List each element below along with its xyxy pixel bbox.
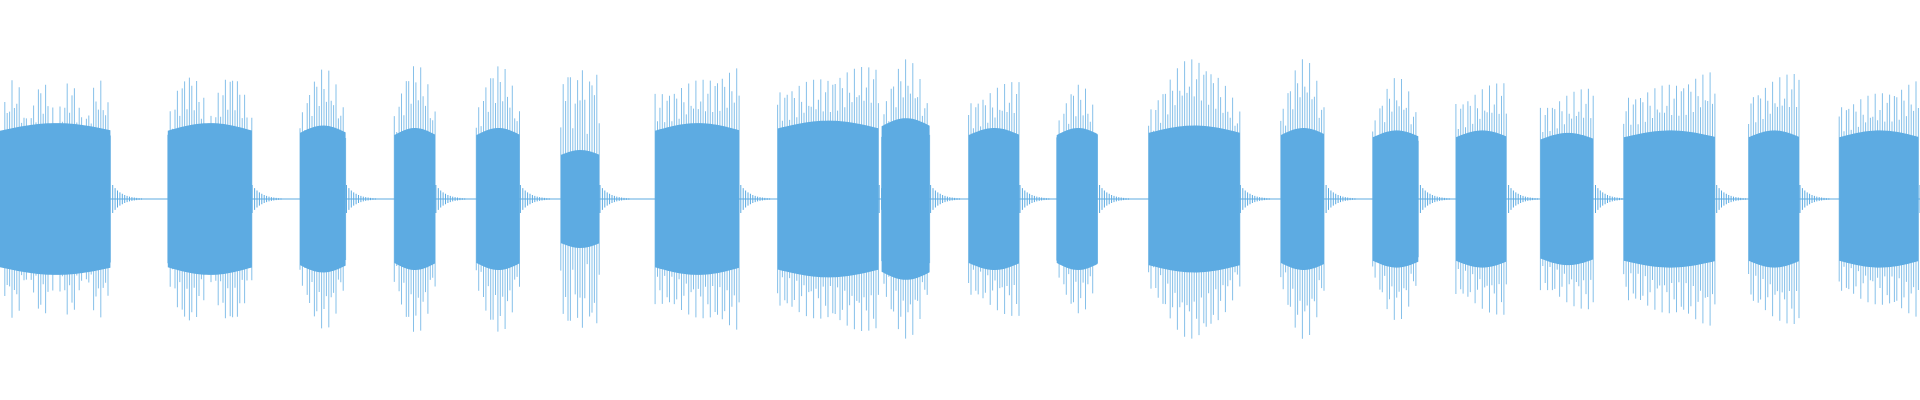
wave-core bbox=[1748, 130, 1799, 268]
wave-core bbox=[1540, 132, 1594, 266]
wave-tail bbox=[599, 185, 637, 213]
wave-tail bbox=[346, 185, 383, 213]
wave-core bbox=[1148, 125, 1240, 273]
wave-tail bbox=[1239, 185, 1277, 213]
wave-tail bbox=[1799, 185, 1837, 213]
wave-core bbox=[1623, 130, 1715, 268]
wave-core bbox=[1839, 130, 1919, 268]
wave-tail bbox=[112, 185, 150, 213]
wave-tail bbox=[1325, 185, 1363, 213]
wave-core bbox=[0, 123, 111, 275]
wave-core bbox=[1280, 128, 1324, 270]
wave-core bbox=[655, 123, 740, 275]
wave-tail bbox=[519, 185, 557, 213]
wave-core bbox=[394, 128, 436, 270]
wave-core bbox=[167, 123, 252, 275]
wave-tail bbox=[435, 185, 473, 213]
wave-tail bbox=[1419, 185, 1457, 213]
wave-core bbox=[777, 120, 879, 278]
wave-core bbox=[560, 150, 600, 248]
wave-tail bbox=[740, 185, 778, 213]
wave-core bbox=[1455, 130, 1507, 268]
wave-core bbox=[1372, 130, 1419, 268]
wave-core bbox=[1056, 128, 1098, 270]
wave-core bbox=[881, 118, 930, 280]
wave-core bbox=[300, 125, 346, 273]
wave-tail bbox=[1019, 185, 1057, 213]
wave-core bbox=[968, 128, 1019, 270]
wave-tail bbox=[1099, 185, 1137, 213]
wave-tail bbox=[930, 185, 968, 213]
wave-tail bbox=[251, 185, 289, 213]
wave-core bbox=[476, 128, 520, 270]
